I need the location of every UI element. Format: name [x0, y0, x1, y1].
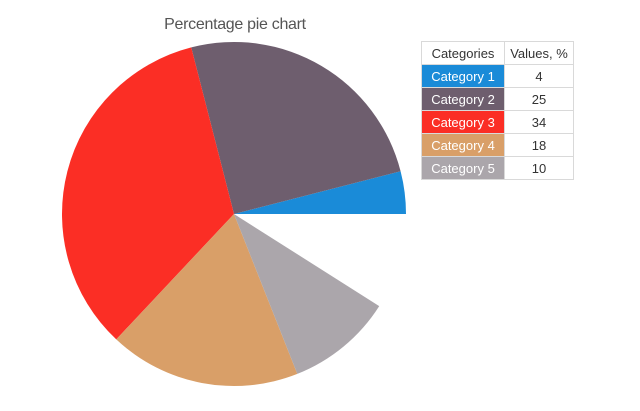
legend-row: Category 5 10	[421, 156, 574, 180]
legend-category-label: Category 5	[421, 156, 505, 180]
pie-slice-5	[234, 214, 380, 374]
chart-title: Percentage pie chart	[164, 16, 306, 33]
pie-slices	[61, 42, 406, 387]
legend-category-label: Category 2	[421, 87, 505, 111]
legend-header-values: Values, %	[504, 41, 574, 65]
legend-category-label: Category 3	[421, 110, 505, 134]
pie-slice-3	[61, 47, 234, 340]
legend-value: 18	[504, 133, 574, 157]
legend-row: Category 3 34	[421, 110, 574, 134]
legend-category-label: Category 4	[421, 133, 505, 157]
pie-slice-1	[234, 171, 406, 214]
legend-header-row: Categories Values, %	[421, 41, 574, 65]
legend-category-label: Category 1	[421, 64, 505, 88]
legend-body: Category 1 4 Category 2 25 Category 3 34 Categ…	[421, 64, 574, 180]
legend-row: Category 4 18	[421, 133, 574, 157]
legend-row: Category 2 25	[421, 87, 574, 111]
legend-value: 25	[504, 87, 574, 111]
pie-slice-4	[116, 214, 298, 387]
legend-value: 34	[504, 110, 574, 134]
pie-slice-2	[191, 42, 401, 214]
legend-value: 10	[504, 156, 574, 180]
legend-header-categories: Categories	[421, 41, 505, 65]
legend-table: Categories Values, % Category 1 4 Category…	[421, 41, 574, 180]
legend-value: 4	[504, 64, 574, 88]
